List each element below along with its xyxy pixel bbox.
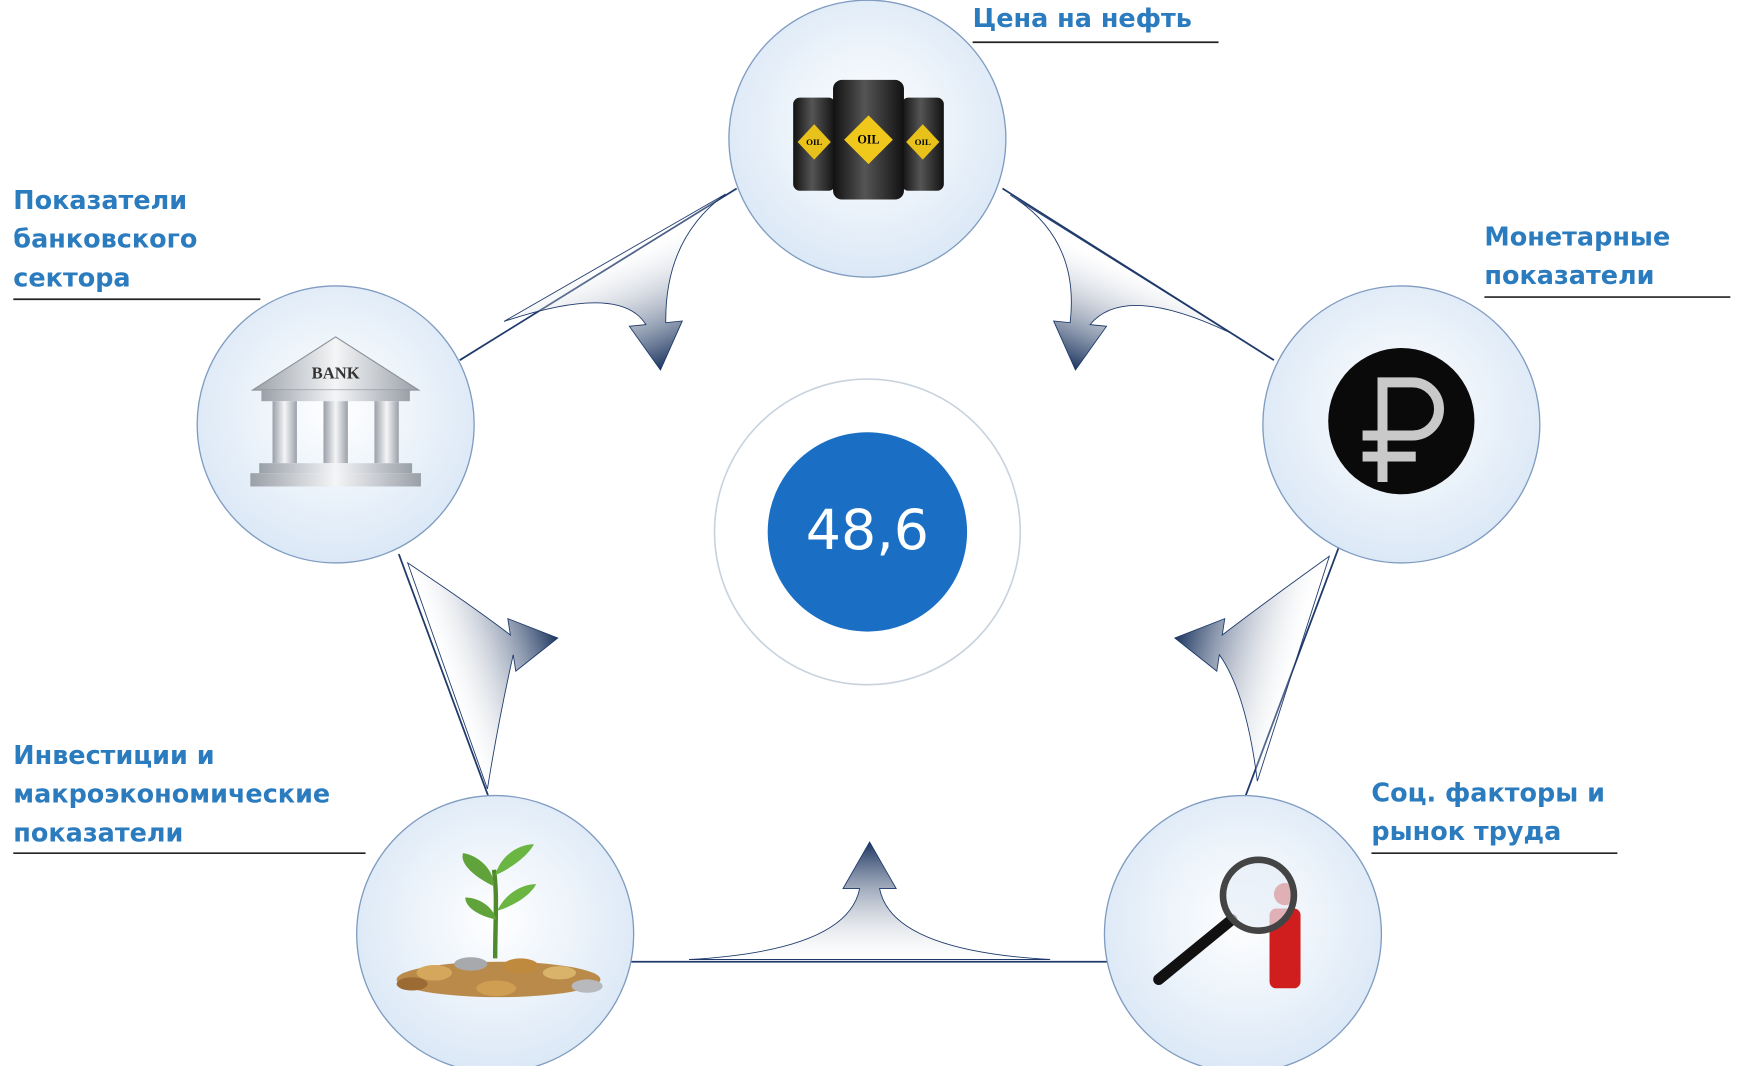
- node-label: сектора: [13, 263, 130, 293]
- node-label: Цена на нефть: [973, 4, 1192, 34]
- oil-label: OIL: [915, 137, 931, 147]
- bank-label: BANK: [312, 363, 360, 382]
- connector: [1003, 188, 1274, 360]
- ruble-icon: [1328, 348, 1474, 494]
- flow-arrow: [1175, 556, 1330, 781]
- node-label: показатели: [13, 818, 183, 848]
- node-label: Соц. факторы и: [1371, 778, 1605, 808]
- center-value: 48,6: [806, 499, 929, 563]
- oil-label: OIL: [857, 133, 879, 147]
- node-label: Инвестиции и: [13, 741, 214, 771]
- flow-arrow: [689, 842, 1050, 959]
- node-label: рынок труда: [1371, 817, 1561, 847]
- node-label: банковского: [13, 225, 197, 255]
- node-label: Показатели: [13, 186, 187, 216]
- flow-arrow: [408, 563, 558, 789]
- diagram: Цена на нефть Показатели банковского сектор…: [0, 0, 1737, 1066]
- oil-label: OIL: [806, 137, 822, 147]
- node-label: Монетарные: [1484, 222, 1670, 252]
- oil-icon: OIL OIL OIL: [793, 80, 944, 200]
- node-label: макроэкономические: [13, 780, 330, 810]
- flow-arrow: [504, 194, 726, 370]
- node-label: показатели: [1484, 261, 1654, 291]
- flow-arrow: [1010, 195, 1229, 370]
